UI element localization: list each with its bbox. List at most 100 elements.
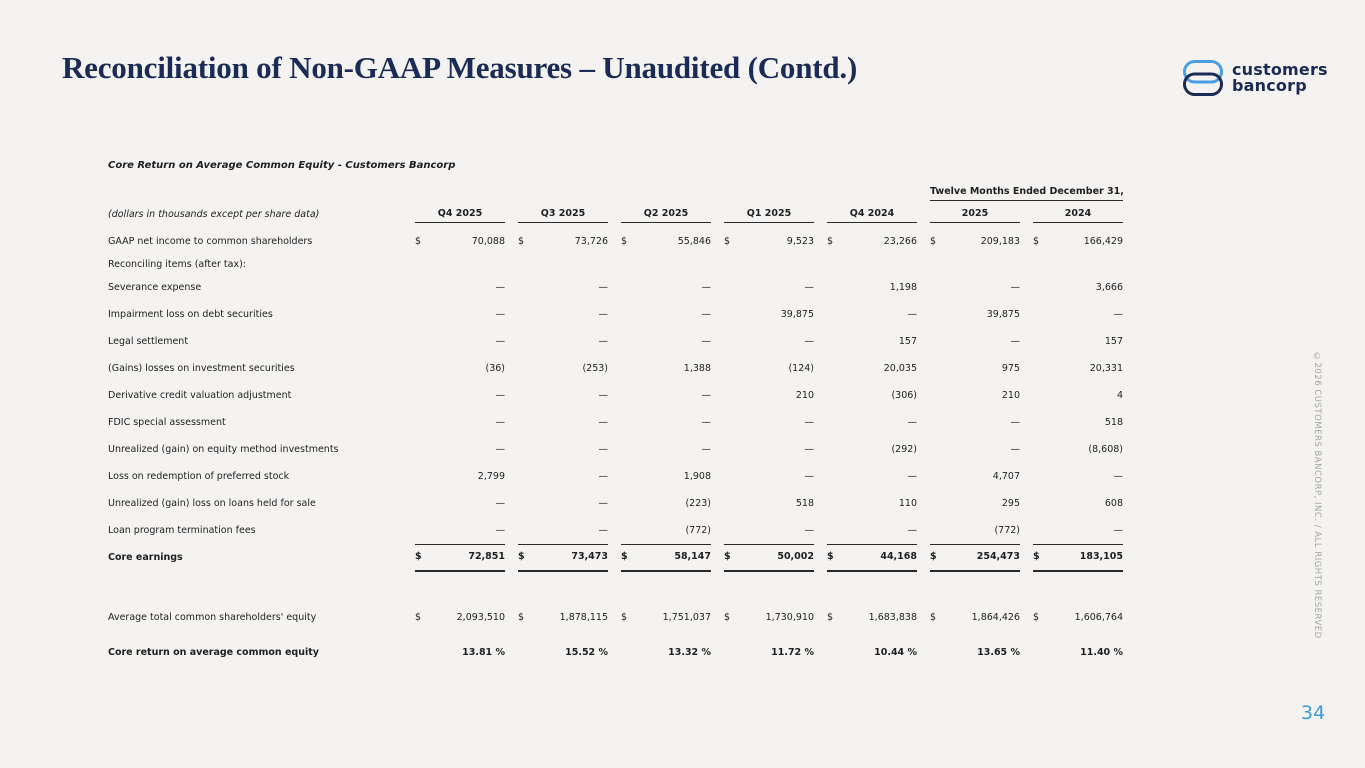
table-cell: $2,093,510 <box>415 604 505 631</box>
table-cell: 15.52 % <box>518 639 608 666</box>
row-label: (Gains) losses on investment securities <box>108 363 295 374</box>
cell-value: 157 <box>898 336 917 347</box>
dollar-sign: $ <box>621 236 628 247</box>
table-cell: $73,726 <box>518 228 608 255</box>
table-cell: — <box>518 517 608 545</box>
dollar-sign: $ <box>415 551 422 562</box>
cell-value: — <box>1113 471 1124 482</box>
customers-bancorp-logo: customers bancorp <box>1183 60 1328 96</box>
cell-value: — <box>701 444 712 455</box>
table-cell: $50,002 <box>724 543 814 572</box>
table-cell: 110 <box>827 490 917 517</box>
cell-value: 23,266 <box>883 236 917 247</box>
table-row: Core return on average common equity 13.8… <box>108 639 1123 666</box>
row-label: Reconciling items (after tax): <box>108 259 246 270</box>
dollar-sign: $ <box>827 236 834 247</box>
table-cell: $23,266 <box>827 228 917 255</box>
cell-value: 1,878,115 <box>559 612 608 623</box>
cell-value: 518 <box>1104 417 1123 428</box>
table-cell: — <box>621 409 712 436</box>
cell-value: — <box>804 524 815 536</box>
table-cell: — <box>518 490 609 517</box>
row-label: Loan program termination fees <box>108 525 256 536</box>
table-cell: 1,388 <box>621 355 711 382</box>
table-cell: — <box>930 409 1021 436</box>
dollar-sign: $ <box>930 551 937 562</box>
cell-value: (8,608) <box>1088 444 1123 455</box>
table-row: GAAP net income to common shareholders $7… <box>108 228 1123 255</box>
cell-value: 11.72 % <box>771 647 814 658</box>
table-cell: 39,875 <box>930 301 1020 328</box>
cell-value: — <box>701 417 712 428</box>
table-cell: — <box>724 409 815 436</box>
logo-wordmark-line1: customers <box>1232 60 1328 79</box>
row-label: Unrealized (gain) on equity method inves… <box>108 444 339 455</box>
cell-value: — <box>1010 444 1021 455</box>
cell-value: 209,183 <box>980 236 1020 247</box>
cell-value: 58,147 <box>674 551 711 562</box>
column-header: Q4 2024 <box>827 208 917 223</box>
cell-value: — <box>907 309 918 320</box>
table-cell: — <box>415 382 506 409</box>
logo-wordmark: customers bancorp <box>1232 62 1328 94</box>
cell-value: — <box>598 390 609 401</box>
cell-value: — <box>1010 336 1021 347</box>
table-body: GAAP net income to common shareholders $7… <box>108 228 1124 666</box>
cell-value: — <box>1113 309 1124 320</box>
table-cell: — <box>518 328 609 355</box>
cell-value: 157 <box>1104 336 1123 347</box>
table-cell: 1,908 <box>621 463 711 490</box>
table-row: Unrealized (gain) loss on loans held for… <box>108 490 1123 517</box>
table-cell: — <box>827 463 918 490</box>
cell-value: 4 <box>1116 390 1123 401</box>
table-cell: — <box>518 409 609 436</box>
table-cell: 608 <box>1033 490 1123 517</box>
cell-value: 1,606,764 <box>1074 612 1123 623</box>
table-cell: $73,473 <box>518 543 608 572</box>
table-cell: — <box>1033 463 1124 490</box>
dollar-sign: $ <box>827 551 834 562</box>
cell-value: 11.40 % <box>1080 647 1123 658</box>
row-label: Average total common shareholders' equit… <box>108 612 317 623</box>
table-cell: 10.44 % <box>827 639 917 666</box>
table-cell: 157 <box>1033 328 1123 355</box>
table-cell: 518 <box>1033 409 1123 436</box>
table-cell: — <box>518 463 609 490</box>
table-cell: (223) <box>621 490 711 517</box>
table-cell: $183,105 <box>1033 543 1123 572</box>
table-row: Unrealized (gain) on equity method inves… <box>108 436 1123 463</box>
cell-value: — <box>907 471 918 482</box>
cell-value: — <box>598 309 609 320</box>
table-cell: — <box>1033 517 1123 545</box>
table-cell: 210 <box>724 382 814 409</box>
page-title: Reconciliation of Non-GAAP Measures – Un… <box>62 50 858 85</box>
table-cell: $209,183 <box>930 228 1020 255</box>
row-label: Impairment loss on debt securities <box>108 309 273 320</box>
cell-value: (306) <box>891 390 917 401</box>
cell-value: 975 <box>1001 363 1020 374</box>
table-cell: (253) <box>518 355 608 382</box>
dollar-sign: $ <box>518 551 525 562</box>
cell-value: — <box>804 417 815 428</box>
cell-value: 295 <box>1001 498 1020 509</box>
table-cell: 3,666 <box>1033 274 1123 301</box>
cell-value: 44,168 <box>880 551 917 562</box>
cell-value: 13.65 % <box>977 647 1020 658</box>
cell-value: 1,864,426 <box>971 612 1020 623</box>
table-row: Loss on redemption of preferred stock 2,7… <box>108 463 1124 490</box>
cell-value: 10.44 % <box>874 647 917 658</box>
table-cell: 4,707 <box>930 463 1020 490</box>
table-cell: — <box>415 436 506 463</box>
cell-value: — <box>907 524 918 536</box>
dollar-sign: $ <box>1033 551 1040 562</box>
table-row: Severance expense — — — — 1,198 — 3,666 <box>108 274 1123 301</box>
table-cell: $72,851 <box>415 543 505 572</box>
dollar-sign: $ <box>518 236 525 247</box>
cell-value: — <box>598 498 609 509</box>
cell-value: — <box>495 524 506 536</box>
customers-bancorp-logo-icon <box>1183 60 1223 96</box>
table-cell: (8,608) <box>1033 436 1123 463</box>
cell-value: 183,105 <box>1079 551 1123 562</box>
cell-value: 110 <box>898 498 917 509</box>
